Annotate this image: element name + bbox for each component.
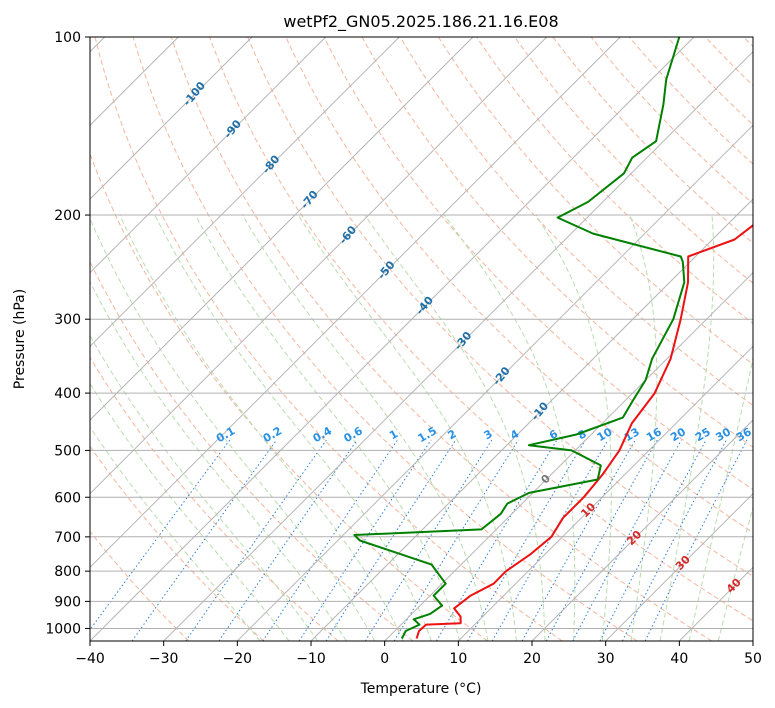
- isotherm-line: [457, 345, 753, 641]
- temperature-profile-line: [415, 224, 753, 639]
- x-axis-label: Temperature (°C): [360, 681, 482, 697]
- moist-adiabat-line: [688, 355, 753, 641]
- dewpoint-profile-line: [353, 37, 686, 639]
- dry-adiabat-line: [94, 37, 563, 641]
- isotherm-line: [236, 124, 753, 641]
- y-tick-label: 1000: [45, 621, 81, 637]
- y-tick-label: 500: [54, 443, 81, 459]
- y-tick-label: 100: [54, 30, 81, 46]
- mixing-ratio-line: [218, 439, 358, 641]
- x-tick-label: 20: [523, 651, 541, 667]
- x-tick-label: −30: [149, 651, 179, 667]
- dry-adiabat-line: [90, 530, 190, 641]
- mixing-ratio-line: [467, 439, 586, 641]
- isotherm-line: [90, 37, 474, 421]
- x-tick-label: −10: [296, 651, 326, 667]
- mixing-ratio-line: [599, 439, 707, 641]
- mixing-ratio-lines: [90, 439, 748, 641]
- y-tick-label: 900: [54, 594, 81, 610]
- dry-adiabat-line: [90, 356, 339, 641]
- dry-adiabat-line: [170, 37, 712, 641]
- mixing-ratio-line: [491, 439, 609, 641]
- x-tick-label: −40: [75, 651, 105, 667]
- mixing-ratio-line: [90, 439, 231, 631]
- y-axis-label: Pressure (hPa): [12, 289, 28, 389]
- moist-adiabat-line: [629, 214, 658, 641]
- sounding-profiles: [353, 37, 753, 639]
- isotherm-line: [605, 492, 753, 641]
- plot-area: -100-90-80-70-60-50-40-30-20-10010203040…: [90, 37, 754, 641]
- mixing-ratio-line: [131, 439, 278, 641]
- moist-adiabat-line: [90, 280, 347, 641]
- dry-adiabat-line: [90, 260, 414, 641]
- y-tick-label: 600: [54, 490, 81, 506]
- isotherm-line: [90, 37, 695, 641]
- moist-adiabat-line: [717, 505, 753, 641]
- dry-adiabat-line: [590, 37, 753, 205]
- isotherm-line: [90, 37, 548, 495]
- dry-adiabat-line: [90, 152, 488, 641]
- moist-adiabat-line: [154, 214, 432, 641]
- isotherm-line: [90, 37, 253, 200]
- mixing-ratio-line: [298, 439, 432, 641]
- isotherm-line: [310, 198, 753, 641]
- mixing-ratio-line: [644, 439, 748, 641]
- mixing-ratio-line: [262, 439, 399, 641]
- isotherm-line: [90, 37, 621, 569]
- moist-adiabat-line: [90, 334, 319, 641]
- mixing-ratio-line: [393, 439, 519, 641]
- isotherms: [90, 37, 753, 641]
- y-tick-label: 700: [54, 530, 81, 546]
- x-tick-label: −20: [223, 651, 253, 667]
- dry-adiabat-line: [209, 37, 753, 622]
- isotherm-line: [531, 419, 753, 641]
- x-tick-label: 30: [597, 651, 615, 667]
- y-tick-label: 400: [54, 386, 81, 402]
- dry-adiabat-line: [285, 37, 753, 534]
- moist-adiabat-line: [659, 214, 715, 641]
- moist-adiabats: [90, 214, 753, 641]
- moist-adiabat-line: [90, 382, 290, 641]
- dry-adiabat-line: [132, 37, 638, 641]
- moist-adiabat-line: [364, 214, 546, 641]
- moist-adiabat-line: [535, 214, 612, 641]
- x-tick-label: 10: [449, 651, 467, 667]
- y-tick-label: 800: [54, 564, 81, 580]
- moist-adiabat-line: [194, 214, 461, 641]
- x-axis-ticks: −40 −30 −20 −10 0 10 20 30 40 50: [75, 641, 762, 667]
- y-tick-label: 200: [54, 208, 81, 224]
- mixing-ratio-line: [185, 439, 327, 641]
- plot-frame: [89, 36, 754, 642]
- isotherm-line: [163, 50, 753, 641]
- moist-adiabat-line: [90, 426, 261, 641]
- dry-adiabat-line: [476, 37, 753, 325]
- moist-adiabat-line: [90, 217, 376, 641]
- mixing-ratio-line: [521, 439, 636, 641]
- moist-adiabat-line: [443, 214, 576, 641]
- x-tick-label: 0: [380, 651, 389, 667]
- x-tick-label: 40: [670, 651, 688, 667]
- moist-adiabat-line: [119, 214, 404, 641]
- line-label: 36: [734, 425, 754, 444]
- dry-adiabat-line: [552, 37, 753, 244]
- isotherm-line: [384, 271, 753, 641]
- y-axis-ticks: 100 200 300 400 500 600 700 800 900 1000: [45, 30, 90, 637]
- x-tick-label: 50: [744, 651, 762, 667]
- dry-adiabat-line: [323, 37, 753, 491]
- y-tick-label: 300: [54, 312, 81, 328]
- dry-adiabat-line: [247, 37, 753, 577]
- mixing-ratio-line: [435, 439, 558, 641]
- moist-adiabat-line: [297, 214, 517, 641]
- isotherm-line: [90, 37, 400, 348]
- isotherm-line: [90, 37, 327, 274]
- dry-adiabat-line: [437, 37, 753, 365]
- dry-adiabat-line: [399, 37, 753, 407]
- chart-title: wetPf2_GN05.2025.186.21.16.E08: [283, 12, 558, 32]
